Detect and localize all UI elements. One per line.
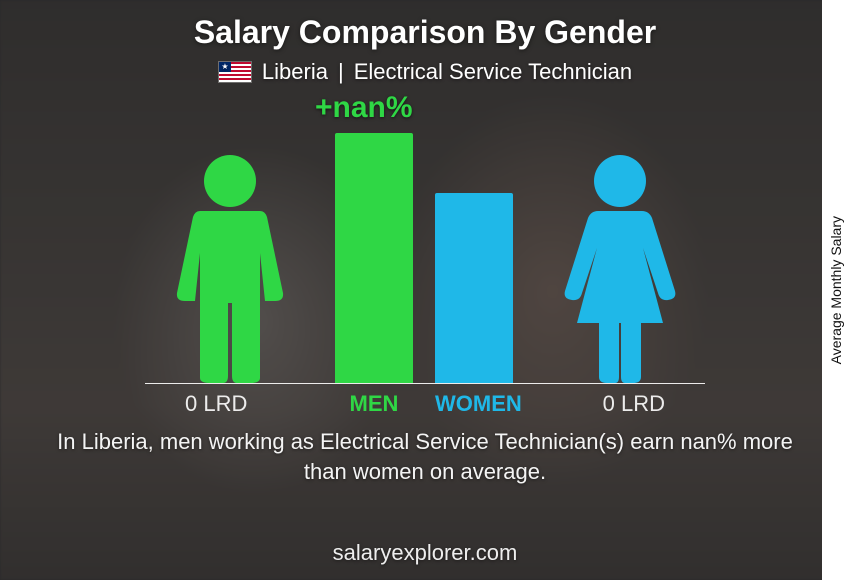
male-bar <box>335 133 413 383</box>
female-bar <box>435 193 513 383</box>
gender-bar-chart: +nan% 0 LRD MEN WOMEN 0 LRD <box>145 91 705 421</box>
y-axis-label: Average Monthly Salary <box>828 216 844 364</box>
female-figure-icon <box>555 153 685 383</box>
content-container: Salary Comparison By Gender ★ Liberia | … <box>0 0 850 580</box>
page-title: Salary Comparison By Gender <box>194 14 656 51</box>
job-label: Electrical Service Technician <box>354 59 632 85</box>
male-value: 0 LRD <box>185 391 247 417</box>
country-label: Liberia <box>262 59 328 85</box>
separator: | <box>338 59 344 85</box>
summary-text: In Liberia, men working as Electrical Se… <box>55 427 795 486</box>
male-figure-icon <box>165 153 295 383</box>
female-label: WOMEN <box>435 391 530 417</box>
y-axis-label-strip: Average Monthly Salary <box>822 0 850 580</box>
chart-baseline <box>145 383 705 385</box>
subtitle-row: ★ Liberia | Electrical Service Technicia… <box>218 59 632 85</box>
chart-labels-row: 0 LRD MEN WOMEN 0 LRD <box>145 387 705 421</box>
female-value: 0 LRD <box>603 391 665 417</box>
liberia-flag-icon: ★ <box>218 61 252 83</box>
footer-source: salaryexplorer.com <box>0 540 850 566</box>
delta-label: +nan% <box>315 91 413 125</box>
male-label: MEN <box>335 391 413 417</box>
